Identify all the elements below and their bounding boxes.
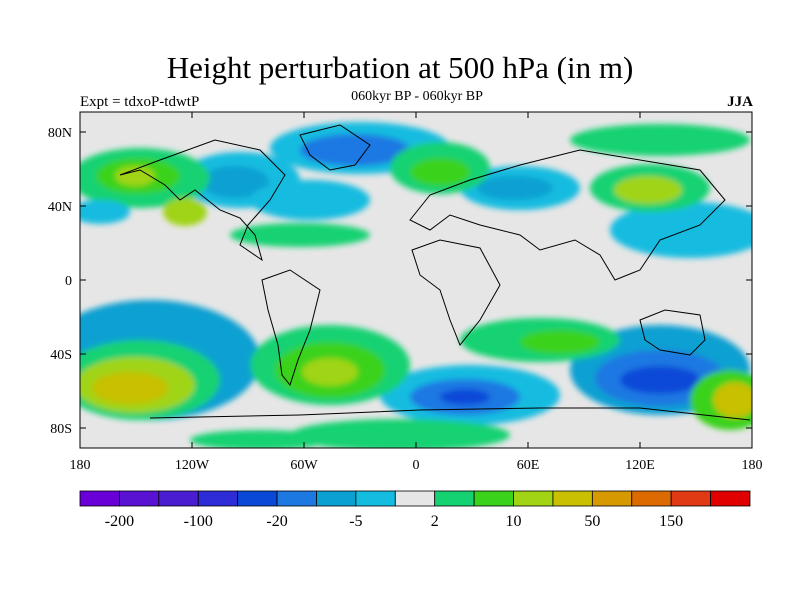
lat-tick-label: 80N [48, 126, 72, 141]
colorbar-label: 50 [584, 513, 600, 530]
colorbar-swatch [316, 490, 357, 507]
colorbar-label: 10 [506, 513, 522, 530]
colorbar-swatch [79, 490, 120, 507]
lon-tick-label: 0 [413, 458, 420, 473]
colorbar-label: 2 [431, 513, 439, 530]
colorbar-swatch [591, 490, 633, 507]
colorbar-swatch [513, 490, 554, 507]
colorbar-swatch [670, 490, 711, 507]
colorbar-swatch [158, 490, 199, 507]
colorbar-swatch [710, 490, 751, 507]
season-label: JJA [727, 94, 753, 110]
colorbar-swatch [434, 490, 475, 507]
colorbar-swatch [197, 490, 239, 507]
colorbar-swatch [394, 490, 436, 507]
colorbar-swatch [355, 490, 396, 507]
lon-tick-label: 60W [290, 458, 318, 473]
colorbar-label: 150 [659, 513, 683, 530]
colorbar-label: -100 [184, 513, 213, 530]
colorbar-swatch [276, 490, 317, 507]
colorbar-swatch [631, 490, 672, 507]
colorbar-swatch [119, 490, 160, 507]
map-title: Height perturbation at 500 hPa (in m) [166, 50, 634, 85]
colorbar-label: -200 [105, 513, 134, 530]
lon-tick-label: 120E [625, 458, 655, 473]
colorbar-swatch [473, 490, 514, 507]
colorbar-swatch [552, 490, 593, 507]
lat-tick-label: 40N [48, 200, 72, 215]
latitude-axis: 80N 40N 0 40S 80S [48, 126, 752, 437]
lon-tick-label: 60E [517, 458, 540, 473]
lon-tick-label: 120W [175, 458, 210, 473]
colorbar-swatch [237, 490, 278, 507]
colorbar-label: -20 [266, 513, 287, 530]
colorbar: -200 -100 -20 -5 2 10 50 150 [79, 490, 751, 530]
map-subtitle: 060kyr BP - 060kyr BP [351, 89, 483, 104]
contour-field [80, 112, 752, 448]
lat-tick-label: 40S [50, 348, 72, 363]
coastlines [119, 124, 751, 421]
longitude-axis: 180 120W 60W 0 60E 120E 180 [70, 112, 763, 473]
colorbar-label: -5 [349, 513, 362, 530]
lat-tick-label: 80S [50, 422, 72, 437]
lon-tick-label: 180 [70, 458, 91, 473]
lon-tick-label: 180 [742, 458, 763, 473]
experiment-label: Expt = tdxoP-tdwtP [80, 94, 200, 110]
lat-tick-label: 0 [65, 274, 72, 289]
